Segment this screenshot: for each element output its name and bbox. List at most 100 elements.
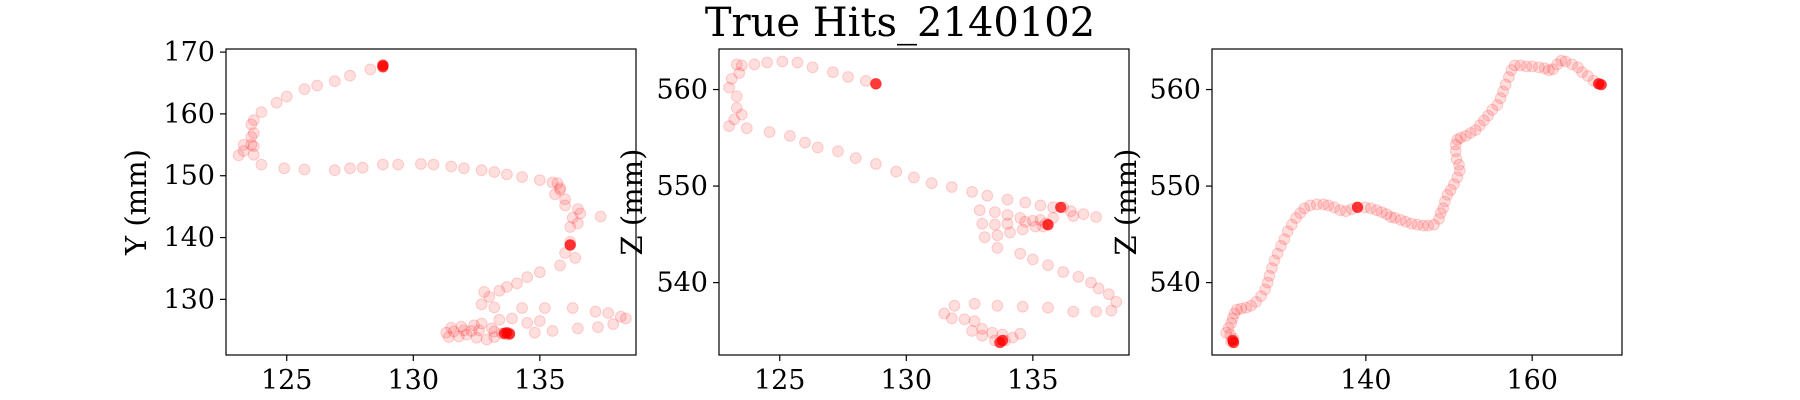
hit-point [1016, 223, 1029, 236]
hit-point [730, 58, 743, 71]
y-tick-label: 150 [163, 161, 215, 192]
hit-point [452, 330, 465, 343]
hit-point [1067, 210, 1080, 222]
hit-point [592, 321, 604, 334]
hit-point [392, 158, 405, 171]
hit-point [298, 83, 311, 96]
hit-point [1399, 215, 1412, 228]
hit-point [725, 73, 738, 85]
hit-point [237, 138, 250, 151]
hit-point [1469, 124, 1482, 137]
hit-point [1072, 270, 1085, 283]
hit-point [991, 229, 1004, 242]
hit-point [506, 312, 518, 325]
hit-point [559, 247, 571, 259]
x-tick-label: 125 [261, 365, 313, 396]
y-axis-label: Y (mm) [119, 149, 153, 256]
hit-point [245, 130, 258, 143]
hit-point [1411, 218, 1424, 231]
hit-point [247, 114, 260, 126]
hit-point [1322, 199, 1335, 212]
hit-point [1067, 305, 1080, 318]
hit-point [245, 118, 258, 131]
hit-point [1473, 119, 1486, 132]
subplot-2: 125 130 135 540 550 560 Z (mm) [615, 48, 1130, 396]
hit-point [458, 162, 470, 175]
hit-point [521, 271, 534, 284]
hit-point [1019, 215, 1032, 228]
hit-point [1310, 198, 1323, 211]
hit-point [255, 106, 268, 118]
hit-point-dense [996, 334, 1009, 347]
hit-point [1281, 225, 1294, 238]
hit-point [1235, 302, 1247, 315]
hit-point [827, 66, 839, 79]
hit-point [493, 284, 506, 297]
hit-point [480, 333, 493, 346]
hit-point [488, 166, 501, 178]
hit-point [483, 291, 496, 303]
hit-point [748, 58, 761, 71]
hit-point [1454, 131, 1467, 144]
hit-point [533, 315, 546, 327]
hit-point [564, 221, 577, 233]
hit-point [799, 136, 811, 149]
hit-point [455, 320, 468, 333]
hit-point [528, 326, 541, 339]
hit-point [973, 204, 986, 217]
hit-point [278, 162, 291, 175]
hit-point [1555, 54, 1568, 67]
hit-point [1551, 58, 1563, 71]
hit-point [968, 315, 981, 328]
hit-point [311, 79, 324, 92]
hit-point [539, 302, 551, 314]
hit-point [1231, 303, 1243, 316]
x-tick-label: 160 [1506, 365, 1558, 396]
hit-point [554, 259, 566, 272]
hit-point [1491, 99, 1504, 111]
hit-point [976, 217, 989, 230]
hit-point-dense [564, 239, 576, 251]
hit-point [533, 174, 546, 187]
hit-point [344, 69, 356, 82]
hit-point [966, 325, 978, 337]
hit-point [1004, 226, 1016, 239]
hit-point [1494, 92, 1507, 105]
y-tick-label: 560 [656, 75, 708, 106]
hit-point [849, 152, 862, 165]
hit-point [1092, 282, 1105, 295]
hit-point [1459, 130, 1472, 142]
hit-point [842, 71, 854, 83]
hit-point [1268, 254, 1281, 267]
hit-point [1428, 218, 1440, 231]
hit-point [1449, 145, 1462, 158]
hit-point [1434, 207, 1447, 220]
hit-point [981, 189, 994, 202]
y-tick-label: 560 [1149, 75, 1201, 106]
hit-point [1019, 196, 1032, 209]
hit-point [440, 326, 453, 339]
hit-point [784, 130, 796, 142]
hit-point [1226, 312, 1239, 325]
hit-point [1448, 178, 1460, 191]
hit-point-dense [1351, 201, 1364, 213]
hit-point [1437, 202, 1450, 215]
hit-point [1105, 304, 1118, 317]
hit-point [511, 277, 523, 290]
hit-point [968, 297, 981, 310]
hit-point [1057, 266, 1070, 278]
hit-point [945, 181, 958, 193]
hit-point [791, 56, 804, 69]
hit-point [427, 158, 440, 171]
hit-point [571, 217, 584, 230]
hit-point [1526, 60, 1539, 73]
hit-point [328, 75, 341, 87]
hit-point [602, 307, 615, 319]
hit-point [559, 193, 571, 206]
y-tick-label: 550 [656, 171, 708, 202]
hit-point [763, 126, 776, 138]
hit-point [328, 164, 341, 177]
hit-point [569, 252, 582, 264]
hit-point-dense [1042, 219, 1054, 231]
hit-point [447, 325, 460, 338]
